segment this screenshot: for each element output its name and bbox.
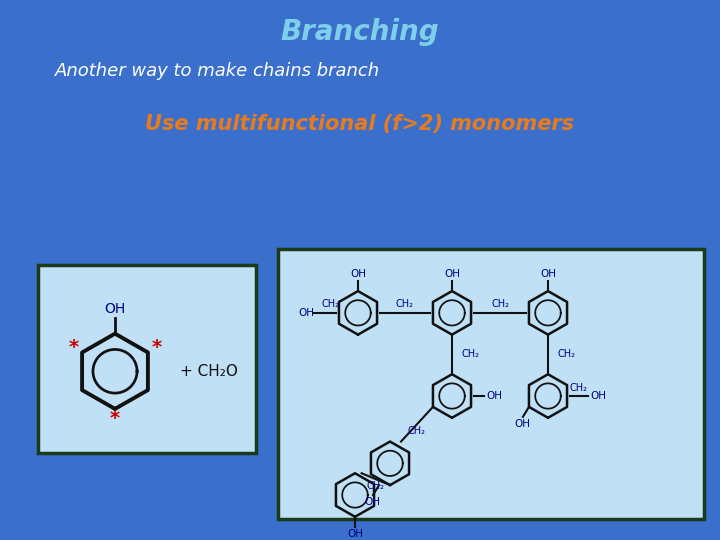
Text: OH: OH — [350, 269, 366, 279]
Text: CH₂: CH₂ — [558, 349, 576, 360]
Text: OH: OH — [486, 391, 502, 401]
Text: *: * — [68, 338, 78, 357]
Text: Another way to make chains branch: Another way to make chains branch — [55, 62, 380, 80]
Text: CH₂: CH₂ — [396, 299, 414, 309]
Text: *: * — [151, 338, 161, 357]
Text: OH: OH — [298, 308, 314, 318]
Text: CH₂: CH₂ — [321, 299, 339, 309]
FancyBboxPatch shape — [278, 249, 704, 519]
Text: Branching: Branching — [281, 18, 439, 46]
FancyBboxPatch shape — [38, 265, 256, 454]
Text: CH₂: CH₂ — [408, 426, 426, 436]
Text: OH: OH — [347, 529, 363, 539]
Text: *: * — [110, 409, 120, 428]
Text: OH: OH — [104, 302, 125, 316]
Text: CH₂: CH₂ — [366, 481, 384, 491]
Text: CH₂: CH₂ — [570, 383, 588, 393]
Text: + CH₂O: + CH₂O — [180, 364, 238, 379]
Text: OH: OH — [444, 269, 460, 279]
Text: OH: OH — [590, 391, 606, 401]
Text: CH₂: CH₂ — [491, 299, 509, 309]
Text: Use multifunctional (f>2) monomers: Use multifunctional (f>2) monomers — [145, 114, 574, 134]
Text: OH: OH — [514, 419, 530, 429]
Text: CH₂: CH₂ — [462, 349, 480, 360]
Text: OH: OH — [540, 269, 556, 279]
Text: OH: OH — [364, 497, 380, 507]
